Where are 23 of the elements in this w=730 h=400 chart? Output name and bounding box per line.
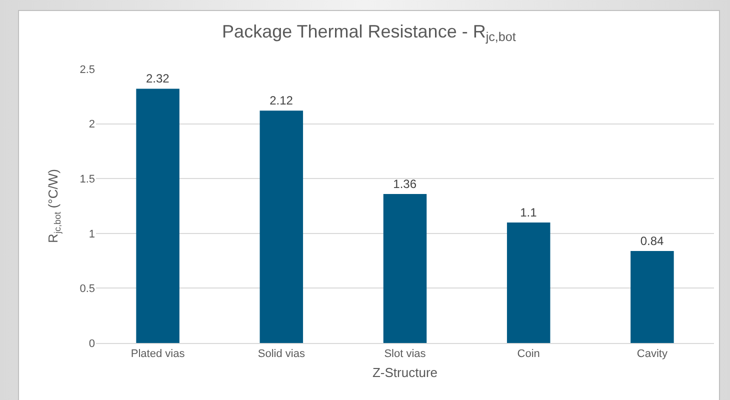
x-tick-label: Solid vias bbox=[258, 348, 306, 360]
y-tick-label: 1.5 bbox=[80, 173, 95, 186]
x-tick-label: Plated vias bbox=[130, 348, 186, 360]
y-tick-label: 1 bbox=[88, 228, 95, 240]
data-label: 2.32 bbox=[146, 72, 170, 86]
bar bbox=[136, 88, 180, 343]
bar bbox=[506, 222, 550, 343]
y-tick-label: 2 bbox=[88, 118, 95, 131]
chart-title: Package Thermal Resistance - R$_{jc,bot}$ bbox=[222, 21, 516, 44]
y-tick-label: 2.5 bbox=[80, 64, 95, 76]
data-label: 1.36 bbox=[393, 176, 417, 191]
y-tick-label: 0.5 bbox=[80, 283, 95, 296]
x-tick-label: Cavity bbox=[636, 348, 668, 360]
bar bbox=[630, 250, 674, 343]
bar bbox=[260, 110, 304, 343]
y-tick-label: 0 bbox=[88, 338, 95, 350]
x-tick-label: Coin bbox=[517, 348, 540, 360]
x-axis-title: Z-Structure bbox=[372, 364, 438, 380]
bar bbox=[383, 194, 427, 343]
data-label: 0.84 bbox=[640, 234, 664, 248]
data-label: 1.1 bbox=[520, 205, 538, 220]
x-tick-label: Slot vias bbox=[384, 348, 426, 360]
data-label: 2.12 bbox=[270, 94, 294, 108]
